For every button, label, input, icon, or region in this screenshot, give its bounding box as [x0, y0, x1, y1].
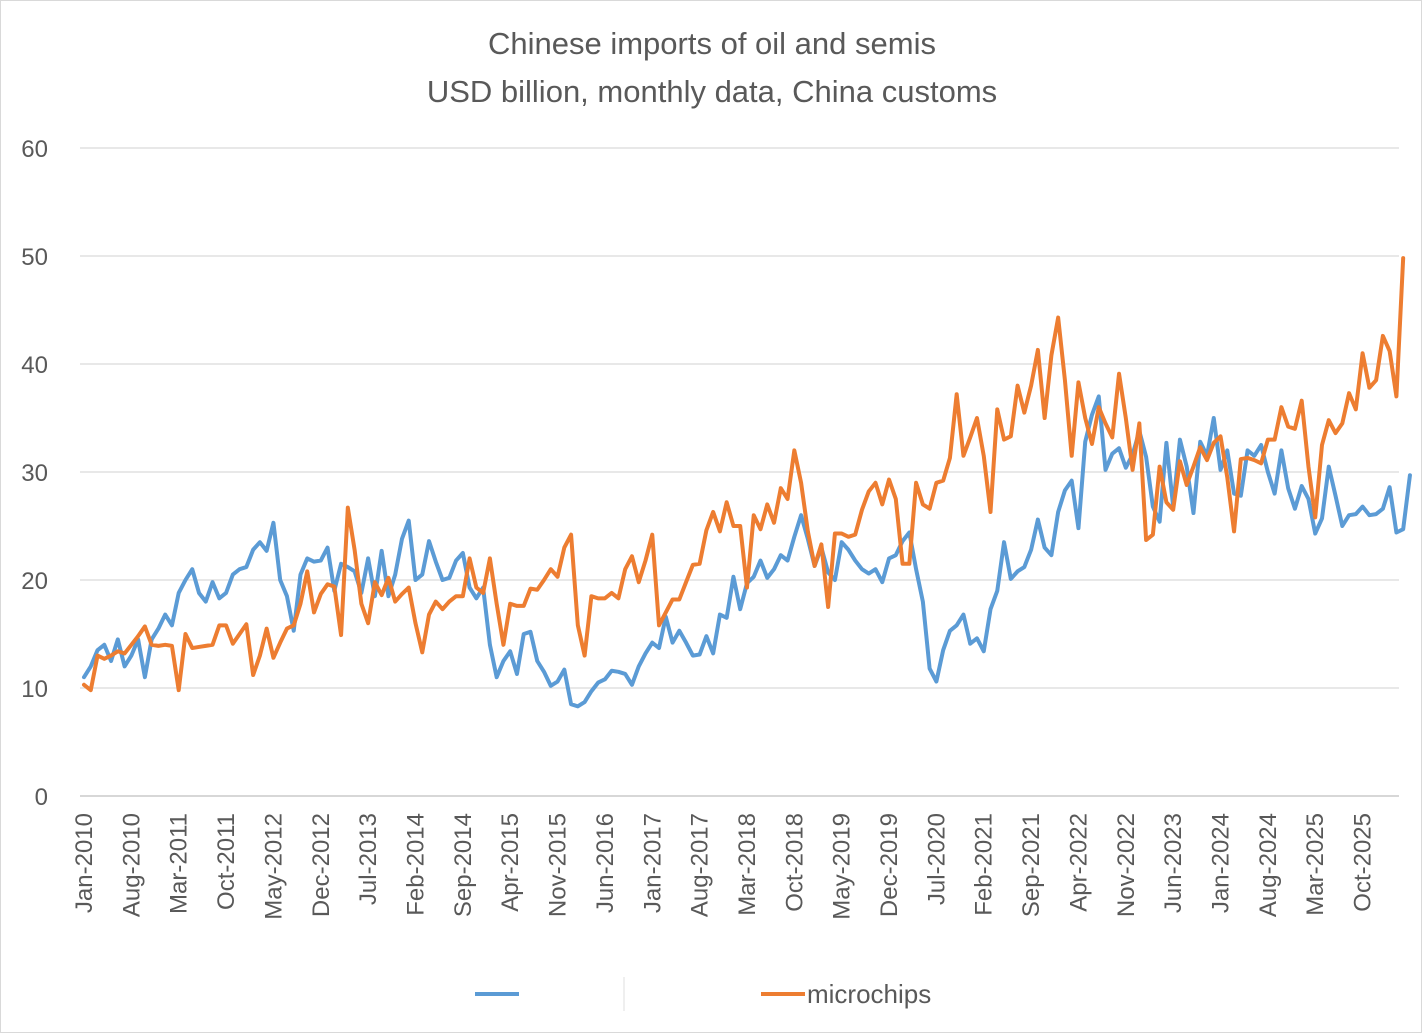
x-tick-label: Oct-2011 — [213, 813, 240, 910]
y-tick-label: 0 — [35, 784, 48, 811]
x-axis-ticks: Jan-2010 Aug-2010 Mar-2011 Oct-2011 May-2012… — [71, 813, 1377, 920]
x-tick-label: Aug-2024 — [1255, 813, 1282, 917]
x-tick-label: Jan-2017 — [639, 813, 666, 913]
x-tick-label: Oct-2025 — [1350, 813, 1377, 912]
x-tick-label: Jun-2023 — [1160, 813, 1187, 913]
x-tick-label: Sep-2014 — [450, 813, 477, 917]
x-tick-label: May-2019 — [829, 813, 856, 920]
x-tick-label: Jun-2016 — [592, 813, 619, 913]
x-tick-label: Sep-2021 — [1018, 813, 1045, 917]
x-tick-label: Mar-2018 — [734, 813, 761, 916]
y-tick-label: 20 — [21, 568, 48, 595]
series-line-microchips — [82, 256, 1406, 693]
x-tick-label: Mar-2011 — [166, 813, 193, 914]
gridlines — [80, 147, 1399, 797]
x-tick-label: Nov-2015 — [545, 813, 572, 917]
series-line-series-1 — [82, 394, 1412, 709]
x-tick-label: Aug-2010 — [118, 813, 145, 917]
x-tick-label: Apr-2022 — [1065, 813, 1092, 912]
chart-title: Chinese imports of oil and semis — [488, 26, 936, 61]
y-tick-label: 30 — [21, 460, 48, 487]
x-tick-label: May-2012 — [260, 813, 287, 920]
x-tick-label: Apr-2015 — [497, 813, 524, 912]
x-tick-label: Aug-2017 — [687, 813, 714, 917]
x-tick-label: Jul-2020 — [923, 813, 950, 905]
x-tick-label: Mar-2025 — [1302, 813, 1329, 916]
y-tick-label: 60 — [21, 136, 48, 163]
y-tick-label: 40 — [21, 352, 48, 379]
legend-label-microchips: microchips — [807, 979, 931, 1009]
y-tick-label: 50 — [21, 244, 48, 271]
x-tick-label: Dec-2012 — [308, 813, 335, 917]
x-tick-label: Nov-2022 — [1113, 813, 1140, 917]
series-lines — [82, 256, 1412, 709]
y-axis-ticks: 0 10 20 30 40 50 60 — [21, 136, 48, 811]
x-tick-label: Jan-2010 — [71, 813, 98, 913]
x-tick-label: Feb-2014 — [402, 813, 429, 916]
x-tick-label: Feb-2021 — [971, 813, 998, 916]
x-tick-label: Oct-2018 — [781, 813, 808, 912]
x-tick-label: Jul-2013 — [355, 813, 382, 905]
x-tick-label: Jan-2024 — [1208, 813, 1235, 913]
legend: microchips — [475, 977, 931, 1011]
y-tick-label: 10 — [21, 676, 48, 703]
x-tick-label: Dec-2019 — [876, 813, 903, 917]
chart-subtitle: USD billion, monthly data, China customs — [427, 74, 997, 109]
